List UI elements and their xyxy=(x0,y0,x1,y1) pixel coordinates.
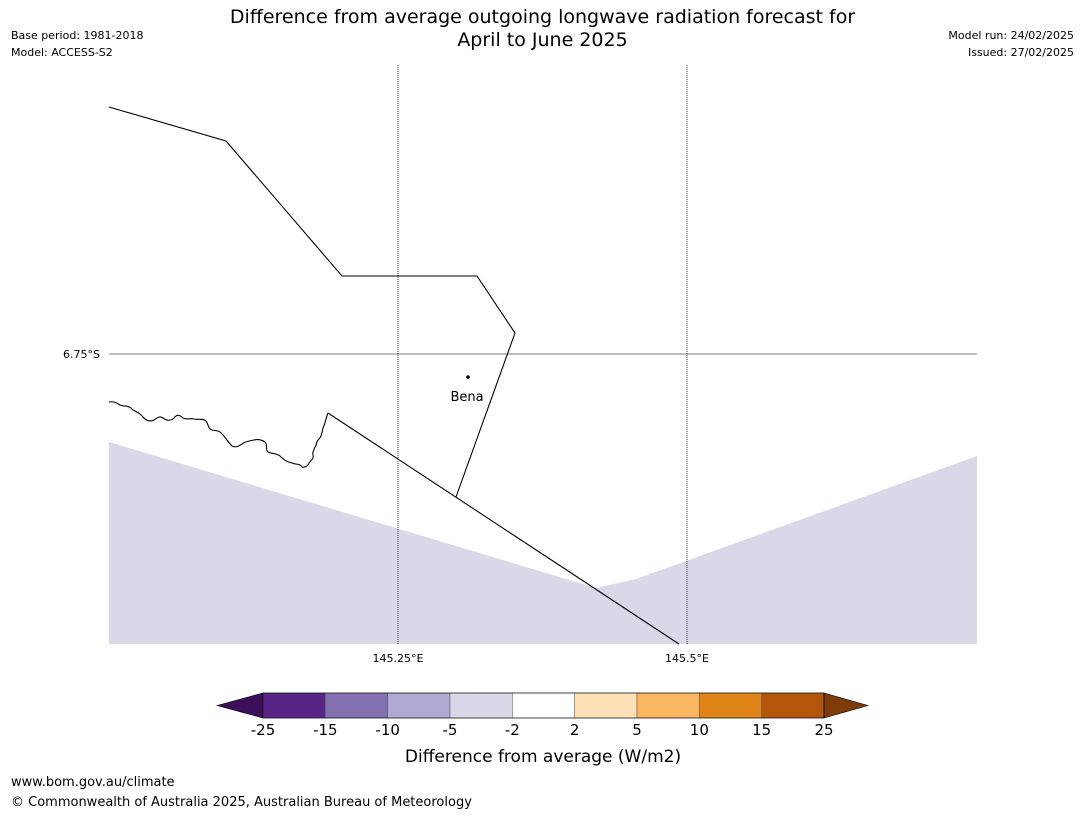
colorbar-tick-label: 25 xyxy=(814,721,833,739)
colorbar-swatch xyxy=(449,692,513,719)
colorbar-swatch xyxy=(512,692,575,719)
colorbar-swatch xyxy=(262,692,326,719)
colorbar-tick-label: -15 xyxy=(313,721,338,739)
colorbar: -25 -15 -10 -5 -2 2 5 10 15 25 Difference from av… xyxy=(215,692,870,767)
meta-left: Base period: 1981-2018 Model: ACCESS-S2 xyxy=(11,27,143,61)
town-marker xyxy=(466,375,470,379)
footer-copyright: © Commonwealth of Australia 2025, Austra… xyxy=(11,795,472,810)
town-label-bena: Bena xyxy=(450,390,483,405)
province-boundary xyxy=(327,412,680,645)
map-title: Difference from average outgoing longwav… xyxy=(0,6,1085,52)
colorbar-tick-label: 15 xyxy=(752,721,771,739)
map-plot-area: Bena 6.75°S 145.25°E 145.5°E xyxy=(63,65,977,665)
colorbar-high-extend xyxy=(823,692,870,719)
forecast-map: Bena 6.75°S 145.25°E 145.5°E -25 -15 -10 -5… xyxy=(63,65,977,767)
model-run: Model run: 24/02/2025 xyxy=(948,29,1074,42)
colorbar-outline xyxy=(262,692,825,719)
lat-label: 6.75°S xyxy=(63,348,100,361)
lon-label: 145.5°E xyxy=(665,652,709,665)
colorbar-tick-label: -10 xyxy=(375,721,400,739)
colorbar-tick-label: 5 xyxy=(632,721,642,739)
model-name: Model: ACCESS-S2 xyxy=(11,46,113,59)
colorbar-swatch xyxy=(574,692,638,719)
colorbar-label: Difference from average (W/m2) xyxy=(405,747,681,767)
title-line-1: Difference from average outgoing longwav… xyxy=(229,6,856,28)
base-period: Base period: 1981-2018 xyxy=(11,29,144,42)
colorbar-low-extend xyxy=(215,692,264,719)
province-boundary xyxy=(108,106,516,498)
colorbar-swatch xyxy=(761,692,825,719)
colorbar-swatch xyxy=(699,692,762,719)
meta-right: Model run: 24/02/2025 Issued: 27/02/2025 xyxy=(948,27,1074,61)
colorbar-swatch xyxy=(636,692,700,719)
colorbar-tick-label: 10 xyxy=(690,721,709,739)
coastline xyxy=(108,401,329,468)
footer-url: www.bom.gov.au/climate xyxy=(11,775,175,790)
colorbar-tick-label: -2 xyxy=(505,721,520,739)
colorbar-tick-label: -5 xyxy=(443,721,458,739)
colorbar-swatch xyxy=(387,692,451,719)
issued-date: Issued: 27/02/2025 xyxy=(967,46,1074,59)
colorbar-tick-label: -25 xyxy=(251,721,276,739)
title-line-2: April to June 2025 xyxy=(457,29,628,51)
shaded-region xyxy=(109,442,977,644)
lon-label: 145.25°E xyxy=(373,652,424,665)
colorbar-tick-label: 2 xyxy=(570,721,580,739)
colorbar-swatch xyxy=(325,692,388,719)
